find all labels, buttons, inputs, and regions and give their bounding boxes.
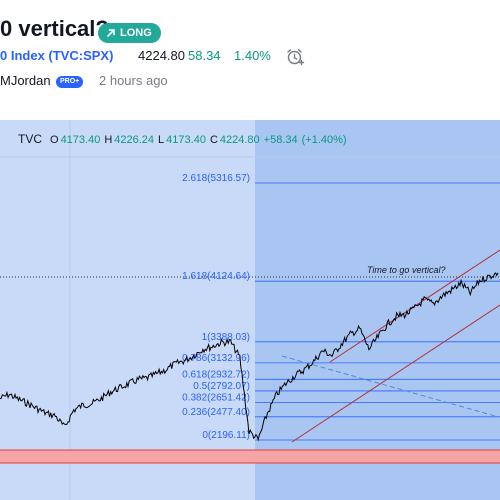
fib-level-label: 0.618(2932.72) xyxy=(182,369,250,380)
fib-level-label: 1(3388.03) xyxy=(202,332,250,343)
long-badge-label: LONG xyxy=(120,27,152,39)
fib-level-label: 0.786(3132.96) xyxy=(182,353,250,364)
legend-close: 4224.80 xyxy=(219,134,260,146)
fib-level-label: 0.5(2792.07) xyxy=(193,381,250,392)
alarm-clock-icon[interactable] xyxy=(285,47,305,67)
price-series-line xyxy=(0,272,499,442)
legend-low: 4173.40 xyxy=(166,134,206,146)
fib-level-label: 2.618(5316.57) xyxy=(182,173,250,184)
symbol-link[interactable]: 0 Index (TVC:SPX) xyxy=(0,48,114,63)
fib-level-label: 0.236(2477.40) xyxy=(182,407,250,418)
posted-time: 2 hours ago xyxy=(99,73,168,88)
arrow-up-right-icon xyxy=(107,29,115,37)
ohlc-legend: TVC O 4173.40 H 4226.24 L 4173.40 C 4224.80 +58.3… xyxy=(0,132,349,146)
legend-high: 4226.24 xyxy=(114,134,155,146)
legend-change-percent: (+1.40%) xyxy=(301,134,347,146)
symbol-change-percent: 1.40% xyxy=(234,48,271,63)
legend-low-label: L xyxy=(158,134,165,146)
legend-open-label: O xyxy=(50,134,59,146)
pro-plus-badge: PRO+ xyxy=(56,76,84,88)
symbol-change: 58.34 xyxy=(188,48,221,63)
highlight-zone xyxy=(255,120,500,500)
fib-level-label: 0(2196.11) xyxy=(202,430,250,441)
idea-header: 0 vertical? LONG 0 Index (TVC:SPX) 4224.… xyxy=(0,0,500,120)
author-name[interactable]: MJordan xyxy=(0,73,51,88)
symbol-price: 4224.80 xyxy=(138,48,185,63)
long-badge: LONG xyxy=(98,23,161,43)
channel-lower xyxy=(291,304,500,443)
price-chart[interactable]: 2.618(5316.57) 1.618(4124.64) 1(3388.03) 0.… xyxy=(0,120,500,500)
legend-high-label: H xyxy=(104,134,113,146)
legend-open: 4173.40 xyxy=(60,134,101,146)
legend-change: +58.34 xyxy=(263,134,298,146)
annotation-text: Time to go vertical? xyxy=(367,265,445,275)
fib-level-label: 1.618(4124.64) xyxy=(182,271,250,282)
legend-close-label: C xyxy=(209,134,218,146)
fib-level-label: 0.382(2651.42) xyxy=(182,393,250,404)
chart-canvas[interactable]: 2.618(5316.57) 1.618(4124.64) 1(3388.03) 0.… xyxy=(0,120,500,500)
projection-dashed xyxy=(281,355,496,417)
legend-ticker: TVC xyxy=(18,132,42,146)
support-band xyxy=(0,450,500,463)
idea-title: 0 vertical? xyxy=(0,16,109,41)
